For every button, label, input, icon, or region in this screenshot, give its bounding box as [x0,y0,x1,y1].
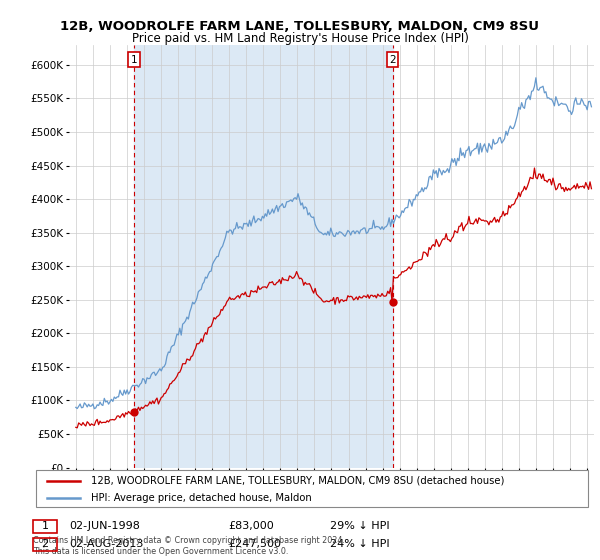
Text: 29% ↓ HPI: 29% ↓ HPI [330,521,389,531]
Text: 02-AUG-2013: 02-AUG-2013 [69,539,143,549]
Text: HPI: Average price, detached house, Maldon: HPI: Average price, detached house, Mald… [91,493,312,503]
Text: 1: 1 [131,54,137,64]
Text: £247,500: £247,500 [228,539,281,549]
Bar [134,45,392,468]
Text: Price paid vs. HM Land Registry's House Price Index (HPI): Price paid vs. HM Land Registry's House … [131,32,469,45]
Text: 2: 2 [41,539,49,549]
Text: 1: 1 [41,521,49,531]
Text: 12B, WOODROLFE FARM LANE, TOLLESBURY, MALDON, CM9 8SU (detached house): 12B, WOODROLFE FARM LANE, TOLLESBURY, MA… [91,475,505,486]
Text: £83,000: £83,000 [228,521,274,531]
Text: 2: 2 [389,54,396,64]
Text: 02-JUN-1998: 02-JUN-1998 [69,521,140,531]
Text: 24% ↓ HPI: 24% ↓ HPI [330,539,389,549]
Text: Contains HM Land Registry data © Crown copyright and database right 2024.
This d: Contains HM Land Registry data © Crown c… [33,536,345,556]
Text: 12B, WOODROLFE FARM LANE, TOLLESBURY, MALDON, CM9 8SU: 12B, WOODROLFE FARM LANE, TOLLESBURY, MA… [61,20,539,32]
